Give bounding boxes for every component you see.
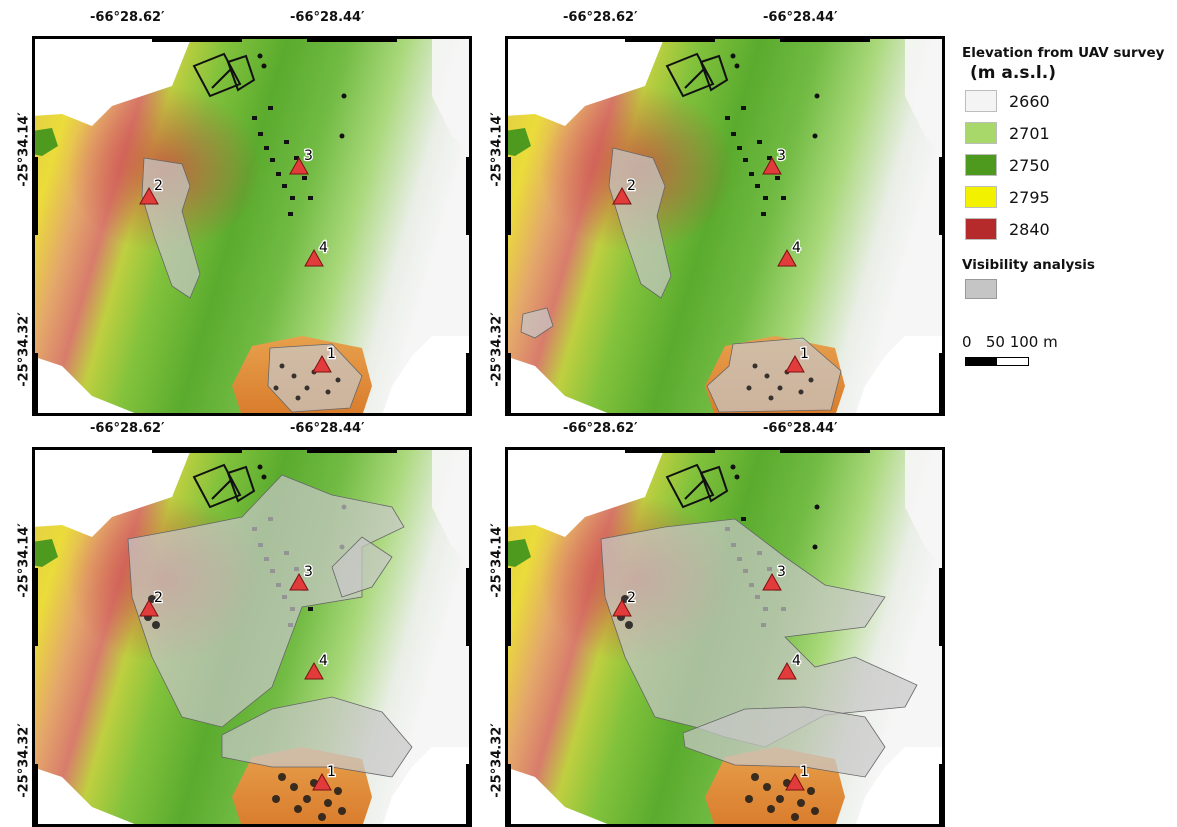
visibility-area	[141, 157, 201, 299]
latitude-label: -25°34.14′	[16, 112, 32, 187]
elevation-class-list: 2660 2701 2750 2795 2840	[962, 85, 1177, 245]
scale-bar-labels: 0 50 100 m	[962, 333, 1058, 351]
latitude-label: -25°34.14′	[489, 112, 505, 187]
legend-item: 2840	[962, 213, 1177, 245]
observation-point-marker	[139, 598, 159, 617]
observation-point-marker	[289, 572, 309, 591]
observation-point-label: 4	[792, 240, 801, 256]
visibility-legend-title: Visibility analysis	[962, 257, 1095, 273]
legend-swatch	[965, 218, 997, 240]
observation-point-label: 1	[800, 346, 809, 362]
observation-point-label: 3	[304, 564, 313, 580]
visibility-swatch	[965, 279, 997, 299]
visibility-area	[520, 307, 554, 339]
observation-point-marker	[785, 354, 805, 373]
visibility-area	[706, 337, 842, 413]
map-canvas: 1 2 3 4	[32, 447, 472, 827]
observation-point-marker	[312, 354, 332, 373]
legend-item-label: 2701	[1009, 123, 1050, 143]
map-canvas: 1 2 3 4	[505, 36, 945, 416]
latitude-label: -25°34.32′	[489, 723, 505, 798]
observation-point-marker	[312, 772, 332, 791]
observation-point-label: 4	[319, 653, 328, 669]
latitude-label: -25°34.32′	[16, 312, 32, 387]
longitude-label: -66°28.62′	[90, 10, 165, 25]
latitude-label: -25°34.32′	[16, 723, 32, 798]
legend-item-label: 2795	[1009, 187, 1050, 207]
scale-bar	[965, 357, 1029, 366]
observation-point-label: 3	[777, 148, 786, 164]
legend-swatch	[965, 186, 997, 208]
latitude-label: -25°34.32′	[489, 312, 505, 387]
observation-point-label: 1	[327, 764, 336, 780]
visibility-area	[608, 147, 672, 299]
latitude-label: -25°34.14′	[16, 523, 32, 598]
observation-point-marker	[139, 186, 159, 205]
observation-point-marker	[612, 598, 632, 617]
observation-point-label: 1	[327, 346, 336, 362]
observation-point-label: 2	[627, 178, 636, 194]
legend-item-label: 2660	[1009, 91, 1050, 111]
legend-swatch	[965, 122, 997, 144]
longitude-label: -66°28.44′	[290, 421, 365, 436]
map-legend: Elevation from UAV survey (m a.s.l.) 266…	[962, 45, 1177, 366]
archaeological-structures	[665, 463, 729, 509]
visibility-area	[682, 706, 886, 778]
observation-point-label: 3	[777, 564, 786, 580]
visibility-area	[600, 518, 918, 748]
legend-swatch	[965, 154, 997, 176]
map-canvas: 1 2 3 4	[32, 36, 472, 416]
longitude-label: -66°28.44′	[290, 10, 365, 25]
observation-point-marker	[777, 248, 797, 267]
observation-point-label: 4	[319, 240, 328, 256]
map-panel-top-left: 1 2 3 4 -66°28.62′ -66°28.44′ -25°34.14′ -25°34…	[17, 10, 472, 416]
archaeological-structures	[192, 52, 256, 98]
visibility-area	[331, 536, 393, 598]
longitude-label: -66°28.44′	[763, 421, 838, 436]
observation-point-label: 3	[304, 148, 313, 164]
observation-point-label: 2	[154, 178, 163, 194]
longitude-label: -66°28.44′	[763, 10, 838, 25]
observation-point-marker	[762, 572, 782, 591]
legend-units: (m a.s.l.)	[970, 63, 1056, 83]
archaeological-structures	[192, 463, 256, 509]
longitude-label: -66°28.62′	[90, 421, 165, 436]
longitude-label: -66°28.62′	[563, 421, 638, 436]
longitude-label: -66°28.62′	[563, 10, 638, 25]
observation-point-marker	[304, 661, 324, 680]
observation-point-marker	[612, 186, 632, 205]
observation-point-label: 4	[792, 653, 801, 669]
observation-point-label: 2	[627, 590, 636, 606]
legend-item: 2750	[962, 149, 1177, 181]
map-panel-top-right: 1 2 3 4 -66°28.62′ -66°28.44′ -25°34.14′ -25°34…	[490, 10, 945, 416]
legend-item: 2660	[962, 85, 1177, 117]
observation-point-label: 2	[154, 590, 163, 606]
observation-point-marker	[762, 156, 782, 175]
legend-item: 2795	[962, 181, 1177, 213]
visibility-area	[221, 696, 413, 778]
legend-swatch	[965, 90, 997, 112]
map-canvas: 1 2 3 4	[505, 447, 945, 827]
legend-item-label: 2750	[1009, 155, 1050, 175]
legend-title: Elevation from UAV survey	[962, 45, 1165, 61]
map-panel-bottom-left: 1 2 3 4 -66°28.62′ -66°28.44′ -25°34.14′ -25°34…	[17, 421, 472, 827]
visibility-area	[267, 343, 363, 413]
legend-item-label: 2840	[1009, 219, 1050, 239]
observation-point-marker	[785, 772, 805, 791]
archaeological-structures	[665, 52, 729, 98]
observation-point-marker	[289, 156, 309, 175]
observation-point-marker	[304, 248, 324, 267]
latitude-label: -25°34.14′	[489, 523, 505, 598]
map-panel-bottom-right: 1 2 3 4 -66°28.62′ -66°28.44′ -25°34.14′ -25°34…	[490, 421, 945, 827]
legend-item: 2701	[962, 117, 1177, 149]
observation-point-marker	[777, 661, 797, 680]
observation-point-label: 1	[800, 764, 809, 780]
